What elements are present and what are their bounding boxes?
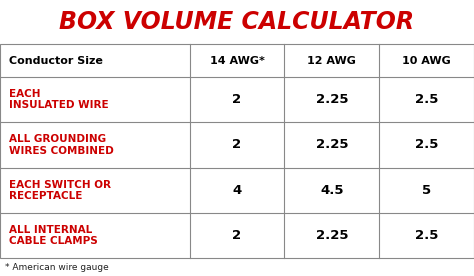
Text: 2.25: 2.25 [316, 229, 348, 242]
Text: 2.5: 2.5 [415, 93, 438, 106]
Text: 2: 2 [232, 93, 242, 106]
Text: 2: 2 [232, 139, 242, 152]
Text: 2.5: 2.5 [415, 139, 438, 152]
Text: EACH
INSULATED WIRE: EACH INSULATED WIRE [9, 89, 109, 110]
Text: 2.5: 2.5 [415, 229, 438, 242]
Text: Conductor Size: Conductor Size [9, 55, 103, 66]
Text: 4.5: 4.5 [320, 184, 344, 197]
Text: 14 AWG*: 14 AWG* [210, 55, 264, 66]
Text: 12 AWG: 12 AWG [307, 55, 356, 66]
Text: 10 AWG: 10 AWG [402, 55, 451, 66]
Text: 2.25: 2.25 [316, 139, 348, 152]
Text: BOX VOLUME CALCULATOR: BOX VOLUME CALCULATOR [59, 10, 415, 34]
Text: 5: 5 [422, 184, 431, 197]
Text: 2.25: 2.25 [316, 93, 348, 106]
Text: EACH SWITCH OR
RECEPTACLE: EACH SWITCH OR RECEPTACLE [9, 180, 111, 201]
Text: ALL INTERNAL
CABLE CLAMPS: ALL INTERNAL CABLE CLAMPS [9, 225, 98, 246]
Text: 4: 4 [232, 184, 242, 197]
Text: * American wire gauge: * American wire gauge [5, 262, 109, 272]
Text: 2: 2 [232, 229, 242, 242]
Text: ALL GROUNDING
WIRES COMBINED: ALL GROUNDING WIRES COMBINED [9, 134, 114, 156]
